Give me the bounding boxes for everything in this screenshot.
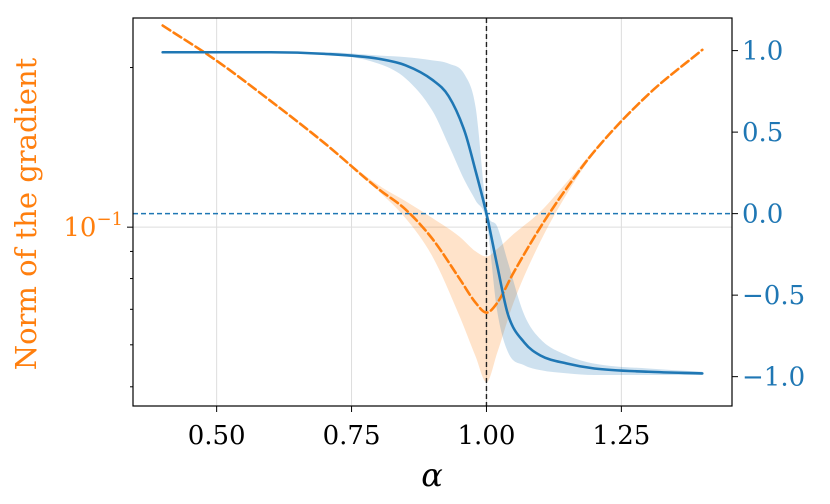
right-tick-label: −1.0 (742, 363, 805, 393)
right-axis-ticks: 1.0 0.5 0.0 −0.5 −1.0 (732, 37, 805, 393)
x-tick-label: 0.50 (188, 421, 246, 451)
series-lines (161, 24, 704, 375)
x-axis-ticks: 0.50 0.75 1.00 1.25 (188, 406, 650, 451)
right-tick-label: −0.5 (742, 281, 805, 311)
left-tick-label: 10−1 (63, 209, 123, 243)
x-tick-label: 1.25 (592, 421, 650, 451)
right-tick-label: 0.0 (742, 200, 783, 230)
plot-frame (132, 17, 733, 407)
left-axis-label: Norm of the gradient (9, 57, 43, 370)
x-tick-label: 1.00 (458, 421, 516, 451)
right-series-line (161, 50, 704, 375)
left-axis-ticks: 10−1 (63, 67, 133, 388)
right-tick-label: 1.0 (742, 37, 783, 67)
x-tick-label: 0.75 (323, 421, 381, 451)
x-axis-label: α (421, 456, 443, 494)
right-tick-label: 0.5 (742, 118, 783, 148)
left-series-line (161, 24, 704, 314)
